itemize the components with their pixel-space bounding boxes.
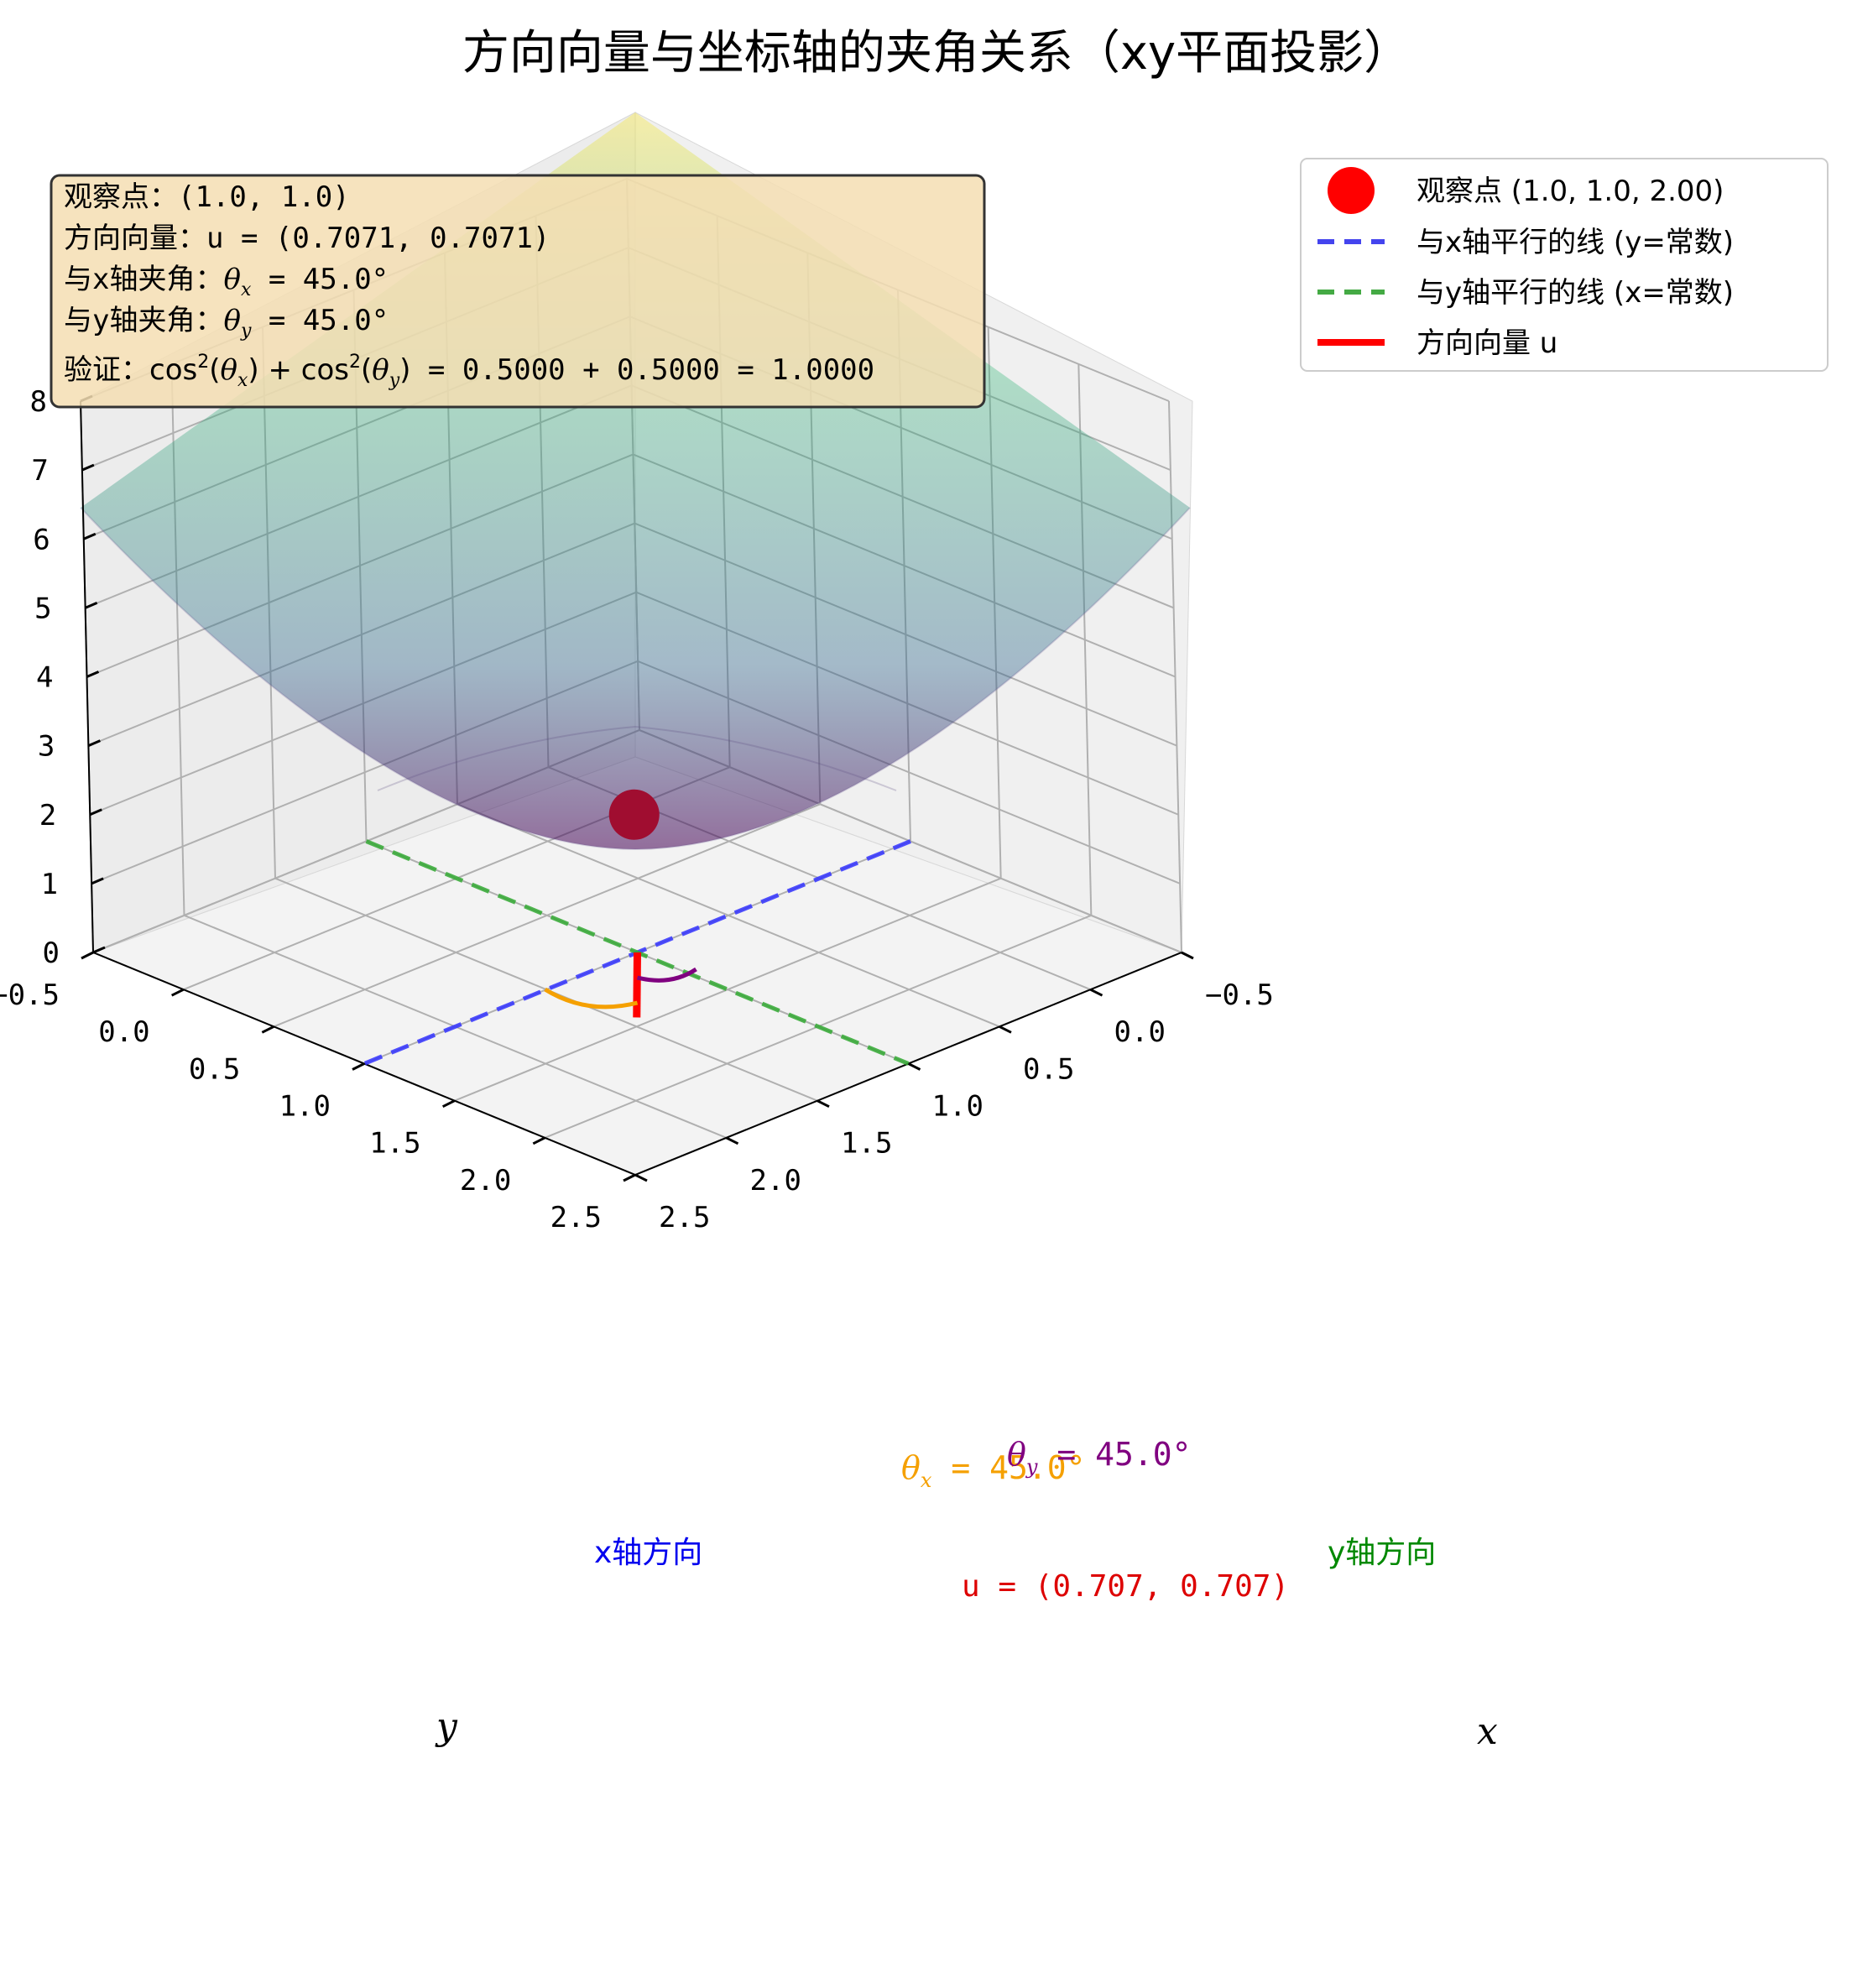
info-line-1: 观察点：(1.0, 1.0) (64, 180, 350, 214)
theta-x-arc (544, 987, 639, 1010)
overlay: x轴方向 y轴方向 u = (0.707, 0.707) θx = 45.0°θy =… (363, 789, 1436, 1604)
x-tick-label: 0.0 (1114, 1015, 1166, 1049)
z-tick (86, 670, 100, 678)
grid-line-floor-y (454, 877, 1002, 1102)
x-tick (1089, 988, 1103, 997)
grid-line-floor-y (273, 803, 821, 1028)
z-tick (92, 946, 106, 954)
x-tick (725, 1136, 739, 1145)
x-tick-label: −0.5 (1205, 978, 1274, 1012)
y-tick-label: 1.5 (369, 1127, 420, 1161)
x-tick-label: 0.5 (1023, 1052, 1074, 1086)
legend: 观察点 (1.0, 1.0, 2.00) 与x轴平行的线 (y=常数) 与y轴平… (1300, 158, 1829, 372)
y-tick (441, 1099, 456, 1109)
info-line-3: 与x轴夹角：θx = 45.0° (64, 263, 389, 300)
surface-back (81, 112, 1190, 849)
theta-x-label: θx = 45.0° (901, 1449, 1085, 1492)
info-line-3-prefix: 与x轴夹角： (64, 263, 223, 296)
x-tick-label: 1.5 (841, 1127, 892, 1161)
theta-y-sub: y (240, 321, 252, 342)
chart-title: 方向向量与坐标轴的夹角关系（xy平面投影） (462, 26, 1411, 81)
y-tick (352, 1062, 365, 1071)
z-tick (81, 463, 95, 472)
theta-y-arc (636, 967, 697, 983)
surface (80, 112, 1191, 851)
theta-y-symbol: θ (223, 304, 240, 337)
x-tick-label: 2.5 (659, 1201, 710, 1234)
info-line-4: 与y轴夹角：θy = 45.0° (64, 304, 389, 342)
info-line-4-prefix: 与y轴夹角： (64, 304, 223, 337)
x-tick-label: 2.0 (750, 1164, 801, 1197)
y-tick-label: 2.5 (550, 1201, 602, 1234)
vector-label: u = (0.707, 0.707) (962, 1569, 1289, 1604)
z-tick-label: 8 (30, 385, 47, 419)
z-tick-label: 0 (43, 937, 60, 970)
y-tick (532, 1136, 546, 1145)
z-tick-label: 3 (38, 730, 55, 764)
legend-label-point: 观察点 (1.0, 1.0, 2.00) (1416, 175, 1724, 208)
info-line-5-prefix: 验证： (64, 353, 149, 387)
surface-inner-ridge (377, 725, 897, 791)
info-box-bg (50, 174, 986, 409)
z-tick (89, 808, 102, 817)
z-tick-label: 1 (41, 868, 58, 901)
y-tick-label: 0.0 (98, 1015, 149, 1049)
direction-vector (633, 952, 641, 1018)
z-tick (85, 601, 98, 609)
x-tick-label: 1.0 (932, 1090, 983, 1124)
theta-x-sub: x (241, 279, 252, 300)
y-tick (261, 1025, 275, 1034)
info-line-3-value: = 45.0° (251, 263, 389, 296)
z-tick (83, 532, 97, 540)
z-tick-label: 4 (36, 661, 53, 695)
surface-front (80, 507, 1191, 851)
legend-label-y-line: 与y轴平行的线 (x=常数) (1416, 276, 1734, 310)
y-tick (170, 988, 185, 997)
z-tick-label: 5 (34, 592, 51, 625)
y-tick-label: 2.0 (460, 1164, 511, 1197)
z-tick-label: 7 (31, 454, 48, 488)
y-axis-label: y (435, 1705, 458, 1748)
legend-bg (1300, 158, 1829, 372)
x-axis-label: x (1477, 1710, 1498, 1753)
info-line-2: 方向向量：u = (0.7071, 0.7071) (64, 222, 550, 255)
legend-marker-point (1328, 167, 1375, 214)
x-tick (817, 1099, 830, 1109)
x-direction-label: x轴方向 (594, 1536, 702, 1570)
x-tick (907, 1062, 921, 1071)
info-line-4-value: = 45.0° (251, 304, 389, 337)
theta-x-symbol: θ (223, 263, 240, 296)
y-tick-label: −0.5 (0, 978, 60, 1012)
z-tick-label: 2 (39, 799, 56, 832)
z-tick (91, 877, 104, 885)
observed-point (608, 789, 660, 840)
info-line-5-value: = 0.5000 + 0.5000 = 1.0000 (410, 353, 874, 387)
z-tick-label: 6 (33, 523, 50, 556)
theta-y-label: θy = 45.0° (1007, 1436, 1191, 1479)
x-tick (1181, 951, 1194, 960)
y-direction-label: y轴方向 (1328, 1536, 1436, 1570)
y-tick (81, 951, 94, 960)
info-line-5: 验证：cos2(θx) + cos2(θy) = 0.5000 + 0.5000… (64, 352, 874, 391)
info-box: 观察点：(1.0, 1.0) 方向向量：u = (0.7071, 0.7071)… (50, 174, 986, 409)
x-tick (634, 1173, 648, 1182)
verify-formula: cos2(θx) + cos2(θy) (149, 352, 410, 391)
x-tick (999, 1025, 1012, 1034)
legend-label-vector: 方向向量 u (1416, 326, 1557, 360)
ticks: 0 1 2 3 4 5 6 7 8 −0.5 0.0 0.5 1.0 1.5 2.0 2.5 −0.5 0.0 0.… (0, 385, 1274, 1234)
z-tick (87, 739, 101, 748)
y-tick-label: 1.0 (279, 1090, 331, 1124)
legend-label-x-line: 与x轴平行的线 (y=常数) (1416, 226, 1734, 259)
y-tick (623, 1173, 636, 1182)
y-tick-label: 0.5 (189, 1052, 240, 1086)
